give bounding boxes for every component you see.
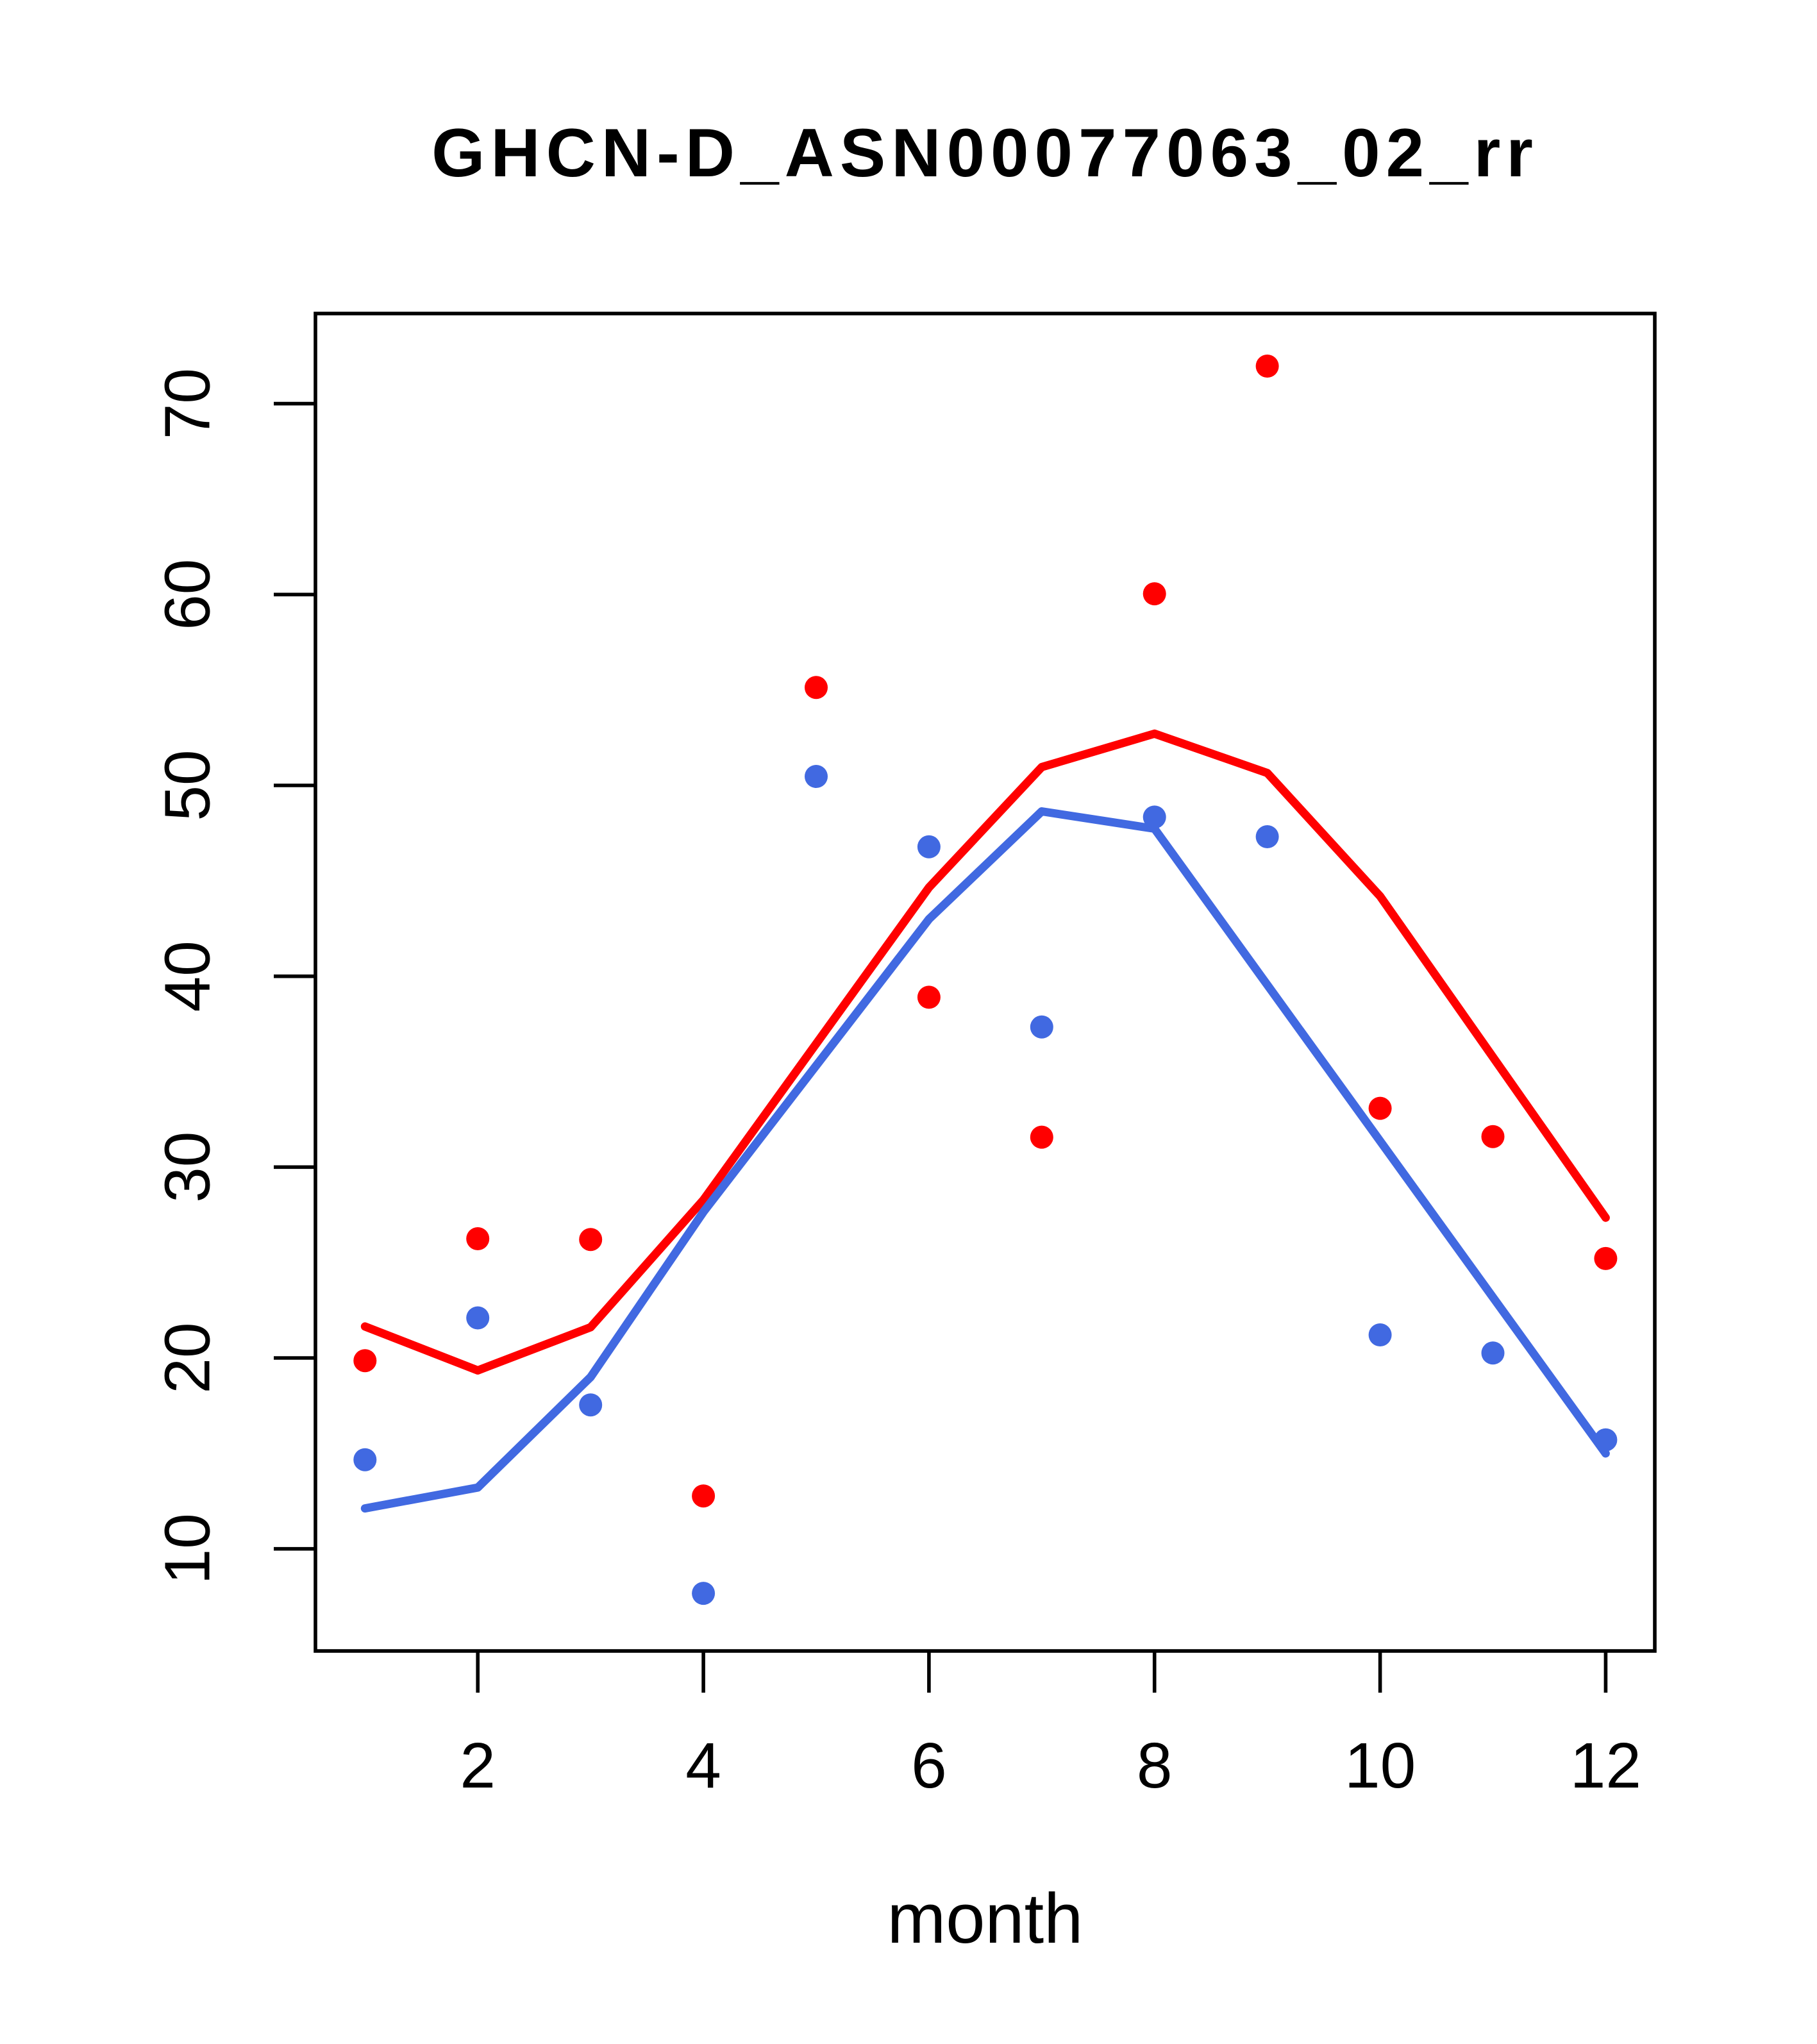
- svg-text:20: 20: [151, 1322, 223, 1393]
- svg-text:10: 10: [151, 1513, 223, 1584]
- svg-text:4: 4: [685, 1730, 721, 1802]
- svg-text:2: 2: [460, 1730, 496, 1802]
- svg-text:40: 40: [151, 941, 223, 1012]
- svg-text:50: 50: [151, 750, 223, 821]
- svg-text:6: 6: [911, 1730, 947, 1802]
- svg-text:70: 70: [151, 368, 223, 439]
- svg-text:8: 8: [1137, 1730, 1173, 1802]
- svg-text:60: 60: [151, 559, 223, 630]
- svg-text:10: 10: [1344, 1730, 1416, 1802]
- svg-text:month: month: [887, 1879, 1084, 1958]
- svg-text:12: 12: [1570, 1730, 1641, 1802]
- svg-text:30: 30: [151, 1132, 223, 1203]
